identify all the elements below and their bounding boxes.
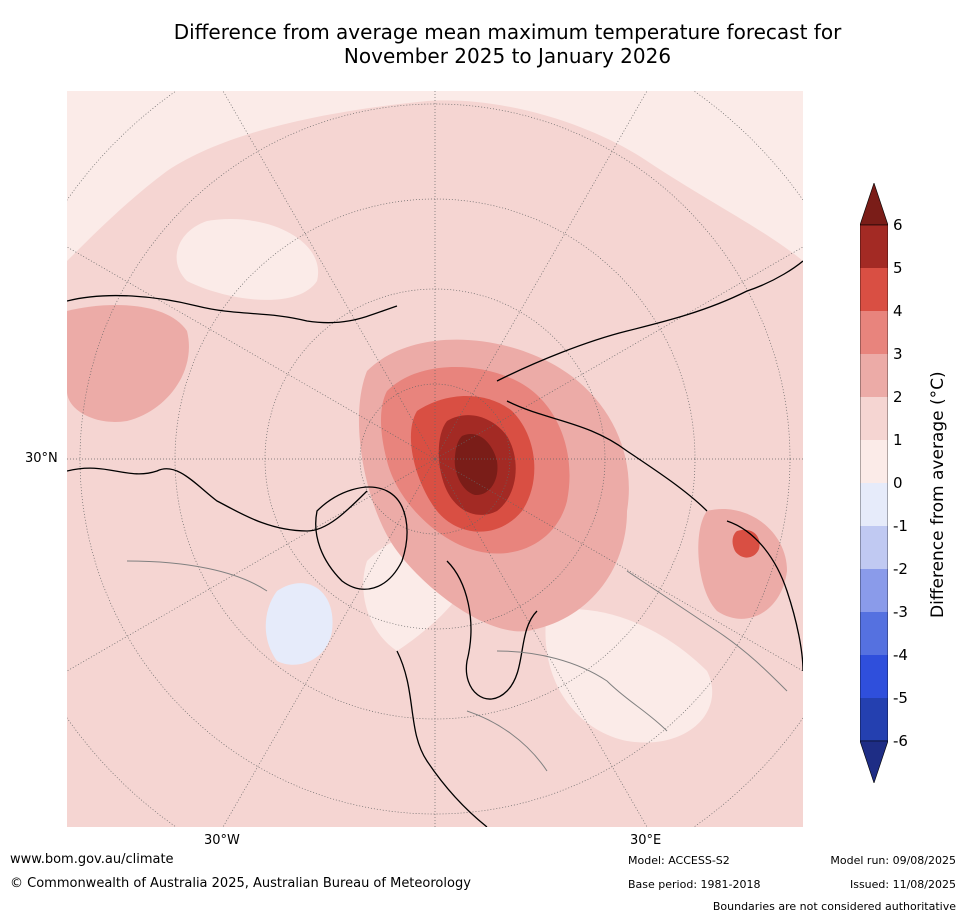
coast-alaska xyxy=(67,294,398,324)
colorbar-band xyxy=(860,311,888,354)
colorbar-extend-top xyxy=(860,183,888,226)
colorbar-tick-label: -4 xyxy=(893,646,908,664)
footer-model-run: Model run: 09/08/2025 xyxy=(830,854,956,867)
footer-copyright: © Commonwealth of Australia 2025, Austra… xyxy=(10,876,471,891)
country-borders xyxy=(126,560,788,772)
mid-region-siberia xyxy=(698,509,787,619)
anomaly-light-patch xyxy=(67,387,112,521)
anomaly-extreme-arctic xyxy=(454,433,498,496)
colorbar-band xyxy=(860,225,888,268)
colorbar-band xyxy=(860,655,888,698)
colorbar-tick-label: 4 xyxy=(893,302,903,320)
footer-url[interactable]: www.bom.gov.au/climate xyxy=(10,852,174,867)
colorbar-tick-label: -2 xyxy=(893,560,908,578)
colorbar xyxy=(860,183,888,783)
pale-region-pacific xyxy=(176,219,319,300)
colorbar-tick-label: -1 xyxy=(893,517,908,535)
footer-model: Model: ACCESS-S2 xyxy=(628,854,730,867)
colorbar-tick-label: 1 xyxy=(893,431,903,449)
anomaly-negative-greenland-sea xyxy=(265,583,333,665)
colorbar-band xyxy=(860,440,888,483)
footer-issued: Issued: 11/08/2025 xyxy=(849,878,956,891)
border-asia xyxy=(626,570,788,692)
colorbar-band xyxy=(860,354,888,397)
coast-siberia xyxy=(496,260,803,382)
colorbar-title: Difference from average (°C) xyxy=(928,371,948,618)
colorbar-extend-bottom xyxy=(860,740,888,783)
colorbar-band xyxy=(860,397,888,440)
lat-label-30n: 30°N xyxy=(25,451,58,466)
colorbar-band xyxy=(860,569,888,612)
footer-disclaimer: Boundaries are not considered authoritat… xyxy=(712,900,956,913)
colorbar-tick-label: -6 xyxy=(893,732,908,750)
colorbar-band xyxy=(860,698,888,741)
lon-label-30e: 30°E xyxy=(630,833,662,848)
lat-circle-80 xyxy=(359,383,511,535)
colorbar-tick-label: 5 xyxy=(893,259,903,277)
pale-region-east xyxy=(545,609,713,743)
colorbar-band xyxy=(860,268,888,311)
mid-region-alaska xyxy=(67,305,189,422)
colorbar-tick-label: -3 xyxy=(893,603,908,621)
map-title: Difference from average mean maximum tem… xyxy=(60,20,955,68)
border-europe-1 xyxy=(466,710,548,772)
border-russia-west xyxy=(496,650,668,732)
colorbar-tick-label: 6 xyxy=(893,216,903,234)
footer-base-period: Base period: 1981-2018 xyxy=(628,878,761,891)
colorbar-tick-label: 3 xyxy=(893,345,903,363)
title-line-1: Difference from average mean maximum tem… xyxy=(173,20,842,44)
lon-label-30w: 30°W xyxy=(204,833,240,848)
colorbar-tick-label: 0 xyxy=(893,474,903,492)
colorbar-tick-label: -5 xyxy=(893,689,908,707)
coast-greenland xyxy=(315,486,408,590)
coast-canada xyxy=(67,467,368,532)
border-canada-us xyxy=(126,560,268,592)
map-svg xyxy=(67,91,803,827)
colorbar-tick-label: 2 xyxy=(893,388,903,406)
coast-russia-north xyxy=(506,400,708,512)
coast-east-asia xyxy=(726,520,803,672)
graticule xyxy=(67,91,803,827)
colorbar-band xyxy=(860,526,888,569)
coast-europe xyxy=(396,650,488,827)
polar-map xyxy=(67,91,803,827)
title-line-2: November 2025 to January 2026 xyxy=(343,44,672,68)
colorbar-band xyxy=(860,612,888,655)
colorbar-band xyxy=(860,483,888,526)
